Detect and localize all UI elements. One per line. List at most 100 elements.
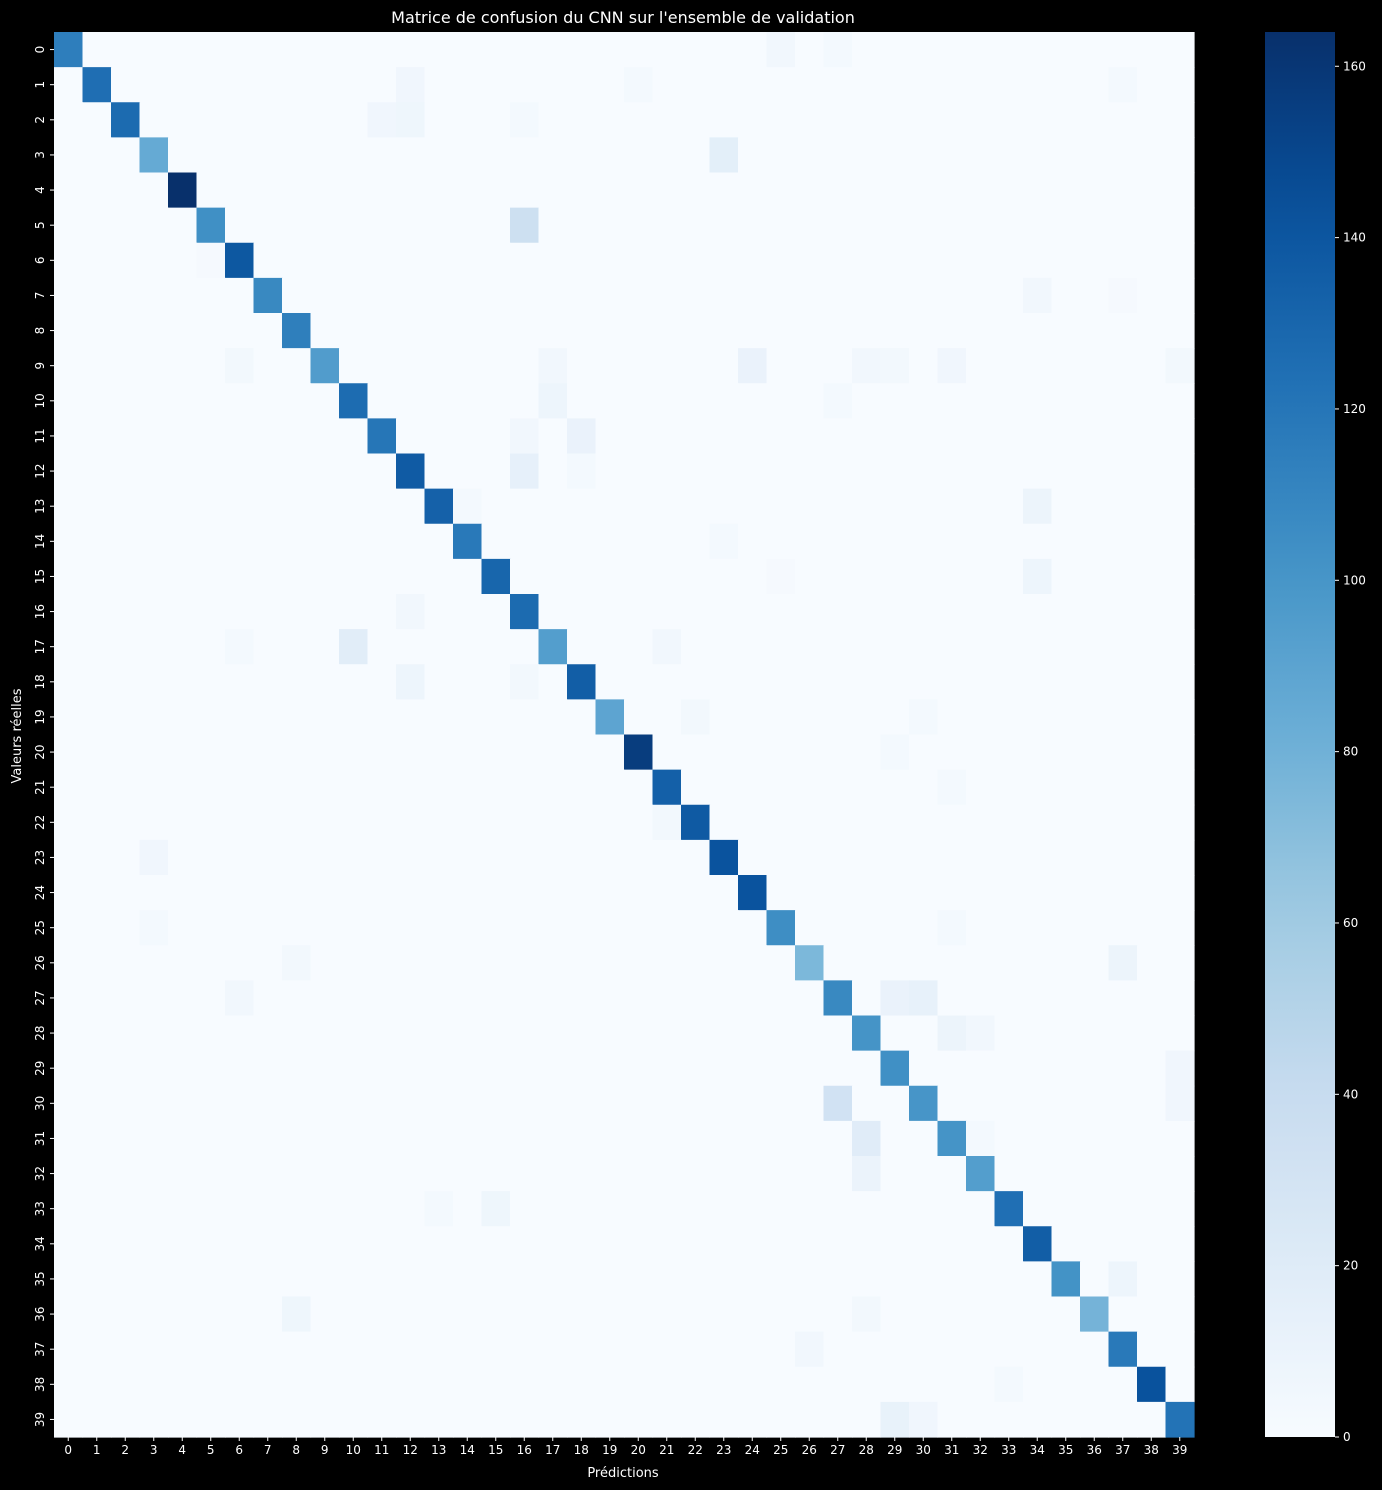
heatmap-cell <box>168 242 198 279</box>
heatmap-cell <box>253 207 283 244</box>
heatmap-cell <box>54 734 84 771</box>
heatmap-cell <box>709 488 739 525</box>
heatmap-cell <box>994 1050 1024 1087</box>
heatmap-cell <box>310 207 340 244</box>
heatmap-cell <box>624 277 654 314</box>
heatmap-cell <box>852 348 882 384</box>
heatmap-cell <box>1051 523 1081 560</box>
heatmap-cell <box>367 102 397 138</box>
heatmap-cell <box>852 1120 882 1157</box>
y-tick-label: 28 <box>33 1025 47 1040</box>
x-tick-label: 37 <box>1115 1443 1130 1457</box>
heatmap-cell <box>738 1296 768 1333</box>
heatmap-cell <box>1051 102 1081 138</box>
heatmap-cell <box>396 1085 426 1122</box>
heatmap-cell <box>652 769 682 806</box>
heatmap-cell <box>880 453 910 490</box>
heatmap-cell <box>310 594 340 630</box>
heatmap-cell <box>282 1120 312 1157</box>
heatmap-cell <box>1108 383 1138 419</box>
heatmap-cell <box>168 699 198 736</box>
heatmap-cell <box>823 1191 853 1227</box>
heatmap-cell <box>909 277 939 314</box>
heatmap-cell <box>396 1191 426 1227</box>
heatmap-cell <box>253 945 283 981</box>
heatmap-cell <box>823 664 853 700</box>
heatmap-cell <box>282 1261 312 1298</box>
heatmap-cell <box>624 839 654 876</box>
heatmap-cell <box>766 32 796 68</box>
heatmap-cell <box>168 137 198 174</box>
heatmap-cell <box>624 348 654 384</box>
heatmap-cell <box>367 418 397 455</box>
heatmap-cell <box>339 594 369 630</box>
heatmap-cell <box>282 207 312 244</box>
heatmap-cell <box>880 945 910 981</box>
y-tick-label: 37 <box>33 1342 47 1357</box>
y-tick-label: 29 <box>33 1061 47 1076</box>
heatmap-cell <box>453 67 483 103</box>
heatmap-cell <box>852 1050 882 1087</box>
y-tick-label: 7 <box>33 292 47 300</box>
heatmap-cell <box>1080 734 1110 771</box>
heatmap-cell <box>937 558 967 595</box>
heatmap-cell <box>481 839 511 876</box>
heatmap-cell <box>367 242 397 279</box>
heatmap-cell <box>1108 418 1138 455</box>
heatmap-cell <box>196 313 226 349</box>
heatmap-cell <box>709 172 739 209</box>
heatmap-cell <box>424 1261 454 1298</box>
heatmap-cell <box>82 1191 112 1227</box>
heatmap-cell <box>481 1191 511 1227</box>
heatmap-cell <box>681 383 711 419</box>
heatmap-cell <box>82 594 112 630</box>
heatmap-cell <box>652 594 682 630</box>
heatmap-cell <box>1165 523 1195 560</box>
heatmap-cell <box>54 629 84 665</box>
heatmap-cell <box>339 734 369 771</box>
heatmap-cell <box>310 313 340 349</box>
heatmap-cell <box>652 1366 682 1403</box>
heatmap-cell <box>225 1226 255 1262</box>
heatmap-cell <box>196 383 226 419</box>
heatmap-cell <box>424 488 454 525</box>
heatmap-cell <box>994 734 1024 771</box>
heatmap-cell <box>510 1401 540 1438</box>
heatmap-cell <box>966 1156 996 1192</box>
heatmap-cell <box>139 804 169 841</box>
heatmap-cell <box>966 242 996 279</box>
heatmap-cell <box>253 804 283 841</box>
heatmap-cell <box>766 453 796 490</box>
heatmap-cell <box>880 875 910 911</box>
y-tick-label: 22 <box>33 815 47 830</box>
heatmap-cell <box>1023 102 1053 138</box>
heatmap-cell <box>966 137 996 174</box>
heatmap-cell <box>367 594 397 630</box>
heatmap-cell <box>852 207 882 244</box>
heatmap-cell <box>54 1331 84 1368</box>
heatmap-cell <box>1023 594 1053 630</box>
heatmap-cell <box>1080 910 1110 946</box>
heatmap-cell <box>168 207 198 244</box>
heatmap-cell <box>396 839 426 876</box>
heatmap-cell <box>481 1261 511 1298</box>
heatmap-cell <box>538 804 568 841</box>
heatmap-cell <box>1108 699 1138 736</box>
heatmap-cell <box>168 1226 198 1262</box>
heatmap-cell <box>738 839 768 876</box>
heatmap-cell <box>1023 1226 1053 1262</box>
heatmap-cell <box>738 383 768 419</box>
heatmap-cell <box>225 945 255 981</box>
heatmap-cell <box>538 172 568 209</box>
heatmap-cell <box>54 558 84 595</box>
heatmap-cell <box>852 839 882 876</box>
heatmap-cell <box>966 1401 996 1438</box>
heatmap-cell <box>852 32 882 68</box>
heatmap-cell <box>253 488 283 525</box>
y-tick-label: 15 <box>33 569 47 584</box>
heatmap-cell <box>282 594 312 630</box>
heatmap-cell <box>396 1296 426 1333</box>
heatmap-cell <box>1023 242 1053 279</box>
heatmap-cell <box>652 980 682 1017</box>
heatmap-cell <box>937 1226 967 1262</box>
